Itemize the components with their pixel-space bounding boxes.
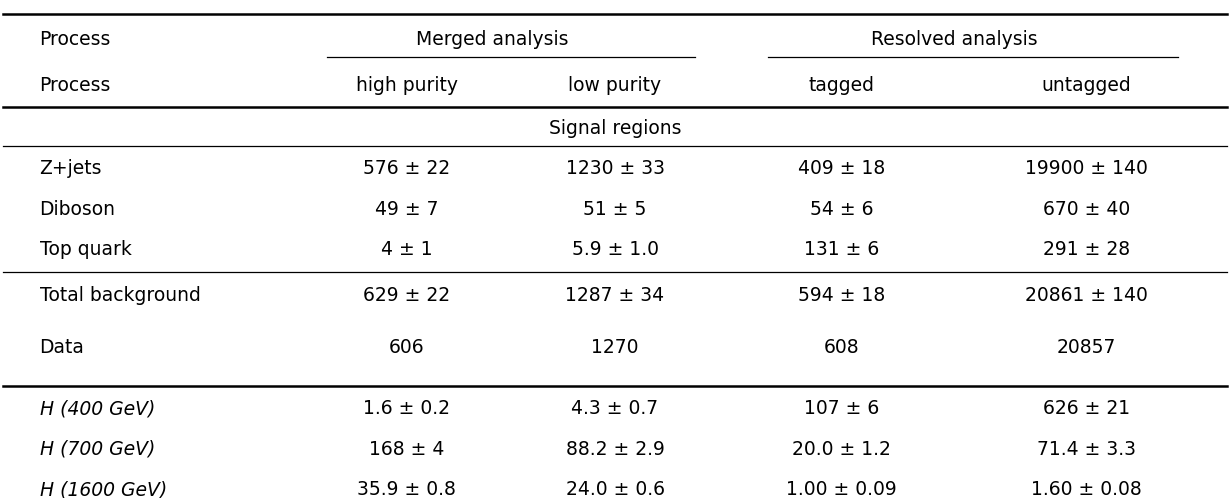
Text: 20.0 ± 1.2: 20.0 ± 1.2 bbox=[792, 440, 891, 459]
Text: 1287 ± 34: 1287 ± 34 bbox=[566, 286, 664, 305]
Text: 576 ± 22: 576 ± 22 bbox=[363, 159, 450, 178]
Text: Diboson: Diboson bbox=[39, 200, 116, 219]
Text: 54 ± 6: 54 ± 6 bbox=[809, 200, 873, 219]
Text: 606: 606 bbox=[389, 338, 424, 357]
Text: 24.0 ± 0.6: 24.0 ± 0.6 bbox=[566, 481, 664, 498]
Text: 1.60 ± 0.08: 1.60 ± 0.08 bbox=[1031, 481, 1141, 498]
Text: H (700 GeV): H (700 GeV) bbox=[39, 440, 155, 459]
Text: 1.6 ± 0.2: 1.6 ± 0.2 bbox=[363, 399, 450, 418]
Text: 4 ± 1: 4 ± 1 bbox=[381, 241, 433, 259]
Text: 1230 ± 33: 1230 ± 33 bbox=[566, 159, 664, 178]
Text: H (1600 GeV): H (1600 GeV) bbox=[39, 481, 167, 498]
Text: 409 ± 18: 409 ± 18 bbox=[798, 159, 886, 178]
Text: 49 ± 7: 49 ± 7 bbox=[375, 200, 439, 219]
Text: 19900 ± 140: 19900 ± 140 bbox=[1025, 159, 1148, 178]
Text: 168 ± 4: 168 ± 4 bbox=[369, 440, 444, 459]
Text: Signal regions: Signal regions bbox=[549, 119, 681, 138]
Text: Resolved analysis: Resolved analysis bbox=[872, 30, 1038, 49]
Text: 107 ± 6: 107 ± 6 bbox=[804, 399, 879, 418]
Text: 594 ± 18: 594 ± 18 bbox=[798, 286, 886, 305]
Text: Merged analysis: Merged analysis bbox=[416, 30, 568, 49]
Text: 626 ± 21: 626 ± 21 bbox=[1043, 399, 1130, 418]
Text: 4.3 ± 0.7: 4.3 ± 0.7 bbox=[572, 399, 658, 418]
Text: 629 ± 22: 629 ± 22 bbox=[363, 286, 450, 305]
Text: Data: Data bbox=[39, 338, 85, 357]
Text: 131 ± 6: 131 ± 6 bbox=[804, 241, 879, 259]
Text: 71.4 ± 3.3: 71.4 ± 3.3 bbox=[1037, 440, 1137, 459]
Text: 88.2 ± 2.9: 88.2 ± 2.9 bbox=[566, 440, 664, 459]
Text: 670 ± 40: 670 ± 40 bbox=[1043, 200, 1130, 219]
Text: untagged: untagged bbox=[1042, 76, 1132, 95]
Text: high purity: high purity bbox=[355, 76, 458, 95]
Text: 291 ± 28: 291 ± 28 bbox=[1043, 241, 1130, 259]
Text: 5.9 ± 1.0: 5.9 ± 1.0 bbox=[572, 241, 658, 259]
Text: Total background: Total background bbox=[39, 286, 200, 305]
Text: 35.9 ± 0.8: 35.9 ± 0.8 bbox=[358, 481, 456, 498]
Text: H (400 GeV): H (400 GeV) bbox=[39, 399, 155, 418]
Text: low purity: low purity bbox=[568, 76, 662, 95]
Text: Process: Process bbox=[39, 76, 111, 95]
Text: Process: Process bbox=[39, 30, 111, 49]
Text: 51 ± 5: 51 ± 5 bbox=[583, 200, 647, 219]
Text: Z+jets: Z+jets bbox=[39, 159, 102, 178]
Text: 20857: 20857 bbox=[1057, 338, 1116, 357]
Text: 1.00 ± 0.09: 1.00 ± 0.09 bbox=[786, 481, 897, 498]
Text: 608: 608 bbox=[824, 338, 860, 357]
Text: 1270: 1270 bbox=[592, 338, 638, 357]
Text: tagged: tagged bbox=[808, 76, 875, 95]
Text: Top quark: Top quark bbox=[39, 241, 132, 259]
Text: 20861 ± 140: 20861 ± 140 bbox=[1025, 286, 1148, 305]
